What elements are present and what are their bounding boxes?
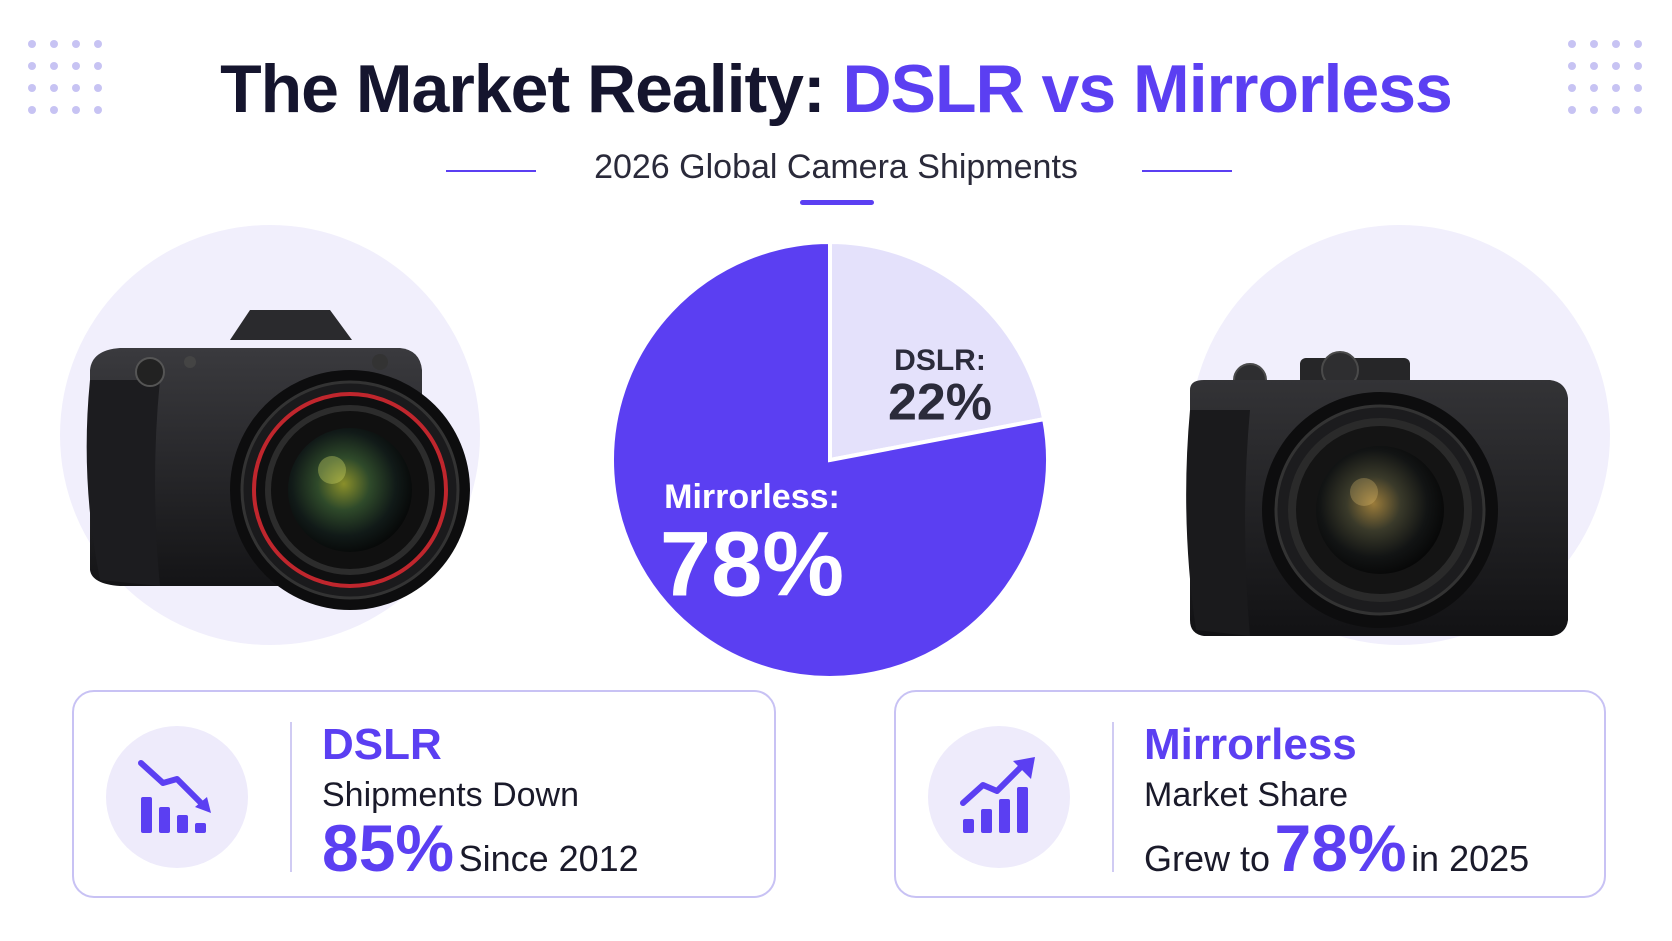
chart-trending-down-icon [138, 760, 211, 833]
pie-label-mirrorless: Mirrorless: [664, 478, 840, 516]
card-divider [1112, 722, 1114, 872]
title-part-accent: DSLR vs Mirrorless [842, 51, 1453, 127]
card-stat-value: 78% [1274, 811, 1407, 885]
decorative-dot-grid-left [28, 40, 102, 114]
subtitle-underbar [800, 200, 874, 205]
dslr-icon-circle [106, 726, 248, 868]
card-stat-prefix: Grew to [1144, 838, 1271, 879]
shipment-share-pie-chart: DSLR:22% Mirrorless:78% [610, 239, 1050, 680]
subtitle-row: 2026 Global Camera Shipments [0, 148, 1672, 192]
title-part-dark: The Market Reality: [220, 51, 843, 127]
card-heading: Mirrorless [1144, 720, 1357, 769]
pie-value-mirrorless: 78% [660, 513, 844, 615]
pie-slice-mirrorless [610, 239, 1050, 680]
pie-label-dslr: DSLR: [894, 344, 986, 377]
subtitle-rule-left [446, 170, 536, 172]
dslr-camera-icon [86, 310, 470, 610]
card-stat-tail: in 2025 [1411, 838, 1530, 879]
decorative-dot-grid-right [1568, 40, 1642, 114]
mirrorless-icon-circle [928, 726, 1070, 868]
card-stat-line: 85% Since 2012 [322, 810, 639, 886]
card-stat-tail: Since 2012 [458, 838, 639, 879]
chart-trending-up-icon [960, 757, 1035, 833]
dslr-stat-card: DSLR Shipments Down 85% Since 2012 [72, 690, 776, 898]
card-subheading: Market Share [1144, 776, 1349, 814]
card-heading: DSLR [322, 720, 442, 769]
subtitle-rule-right [1142, 170, 1232, 172]
mirrorless-stat-card: Mirrorless Market Share Grew to 78% in 2… [894, 690, 1606, 898]
page-title: The Market Reality: DSLR vs Mirrorless [0, 50, 1672, 128]
card-subheading: Shipments Down [322, 776, 580, 814]
pie-value-dslr: 22% [888, 373, 992, 431]
card-stat-value: 85% [322, 811, 455, 885]
pie-slice-dslr [828, 239, 1047, 463]
chart-subtitle: 2026 Global Camera Shipments [594, 148, 1078, 186]
mirrorless-camera-icon [1186, 351, 1568, 636]
card-stat-line: Grew to 78% in 2025 [1144, 810, 1529, 886]
card-divider [290, 722, 292, 872]
